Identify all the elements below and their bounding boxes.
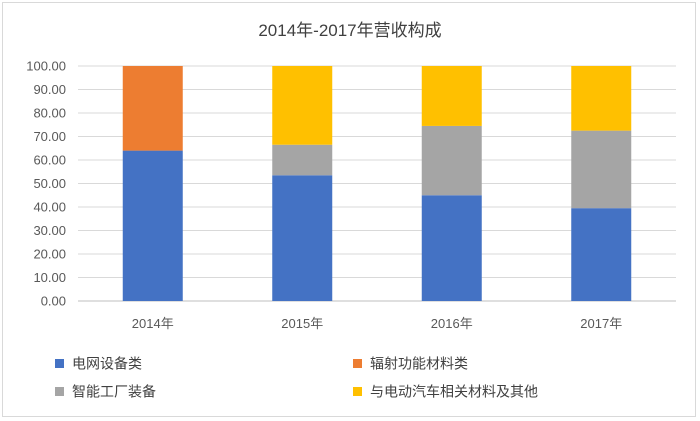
- legend-label: 辐射功能材料类: [370, 356, 468, 372]
- y-tick-label: 0.00: [41, 294, 66, 309]
- y-tick-label: 40.00: [33, 200, 66, 215]
- bar-segment: [421, 195, 482, 301]
- bar-segment: [272, 66, 333, 145]
- bar-segment: [421, 66, 482, 126]
- x-tick-label: 2015年: [281, 316, 323, 331]
- y-tick-label: 30.00: [33, 223, 66, 238]
- wechat-bubble-icon: [582, 382, 609, 403]
- x-axis-tick-labels: 2014年 2015年 2016年 2017年: [132, 316, 622, 331]
- legend-swatch: [353, 359, 362, 368]
- legend-label: 与电动汽车相关材料及其他: [370, 384, 538, 400]
- legend-swatch: [55, 387, 64, 396]
- y-tick-label: 10.00: [33, 270, 66, 285]
- y-axis-tick-labels: 0.00 10.00 20.00 30.00 40.00 50.00 60.00 70.00 8…: [26, 59, 66, 309]
- legend-swatch: [353, 387, 362, 396]
- y-tick-label: 90.00: [33, 82, 66, 97]
- bars: [122, 66, 632, 301]
- x-tick-label: 2014年: [132, 316, 174, 331]
- y-tick-label: 80.00: [33, 106, 66, 121]
- legend-swatch: [55, 359, 64, 368]
- x-tick-label: 2017年: [580, 316, 622, 331]
- legend-label: 电网设备类: [72, 356, 142, 372]
- bar-segment: [272, 144, 333, 176]
- y-tick-label: 100.00: [26, 59, 66, 74]
- bar-segment: [571, 208, 632, 301]
- legend-label: 智能工厂装备: [72, 384, 156, 400]
- bar-segment: [272, 175, 333, 301]
- bar-segment: [122, 150, 183, 301]
- y-tick-label: 60.00: [33, 153, 66, 168]
- x-tick-label: 2016年: [431, 316, 473, 331]
- bar-segment: [421, 125, 482, 196]
- bar-segment: [571, 66, 632, 131]
- bar-segment: [122, 66, 183, 151]
- watermark: 能源值风云: [582, 382, 678, 403]
- chart-title: 2014年-2017年营收构成: [258, 21, 441, 40]
- y-tick-label: 20.00: [33, 247, 66, 262]
- y-tick-label: 50.00: [33, 176, 66, 191]
- watermark-text: 能源值风云: [613, 384, 678, 399]
- bar-segment: [571, 130, 632, 209]
- y-tick-label: 70.00: [33, 129, 66, 144]
